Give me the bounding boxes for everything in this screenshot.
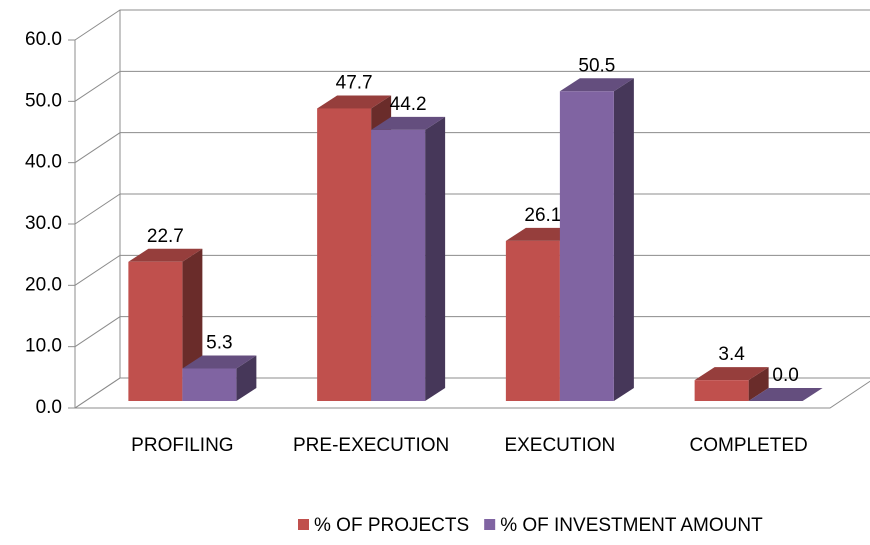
bar-face bbox=[694, 380, 749, 401]
bar bbox=[559, 78, 634, 402]
x-tick-label: PRE-EXECUTION bbox=[293, 435, 449, 456]
data-label: 50.5 bbox=[578, 55, 615, 76]
y-tick-label: 50.0 bbox=[25, 90, 62, 111]
bar bbox=[748, 388, 823, 401]
bar-face bbox=[371, 116, 446, 130]
x-tick-label: PROFILING bbox=[131, 435, 233, 456]
data-label: 44.2 bbox=[390, 94, 427, 115]
data-label: 5.3 bbox=[206, 333, 232, 354]
data-label: 3.4 bbox=[718, 344, 745, 365]
bar bbox=[128, 248, 203, 401]
bar-face bbox=[748, 367, 769, 401]
data-label: 22.7 bbox=[147, 226, 184, 247]
bar-face bbox=[425, 116, 446, 401]
legend-label: % OF INVESTMENT AMOUNT bbox=[500, 515, 763, 536]
bar-face bbox=[748, 388, 823, 401]
x-tick-label: COMPLETED bbox=[690, 435, 808, 456]
grid-line bbox=[74, 9, 870, 41]
y-tick-label: 10.0 bbox=[25, 336, 62, 357]
y-tick-label: 60.0 bbox=[25, 29, 62, 50]
bar bbox=[182, 355, 257, 401]
bar-face bbox=[613, 78, 634, 402]
legend-swatch bbox=[298, 519, 309, 530]
bar-face bbox=[182, 368, 237, 401]
y-tick-label: 30.0 bbox=[25, 213, 62, 234]
y-tick-label: 0.0 bbox=[36, 397, 62, 418]
grid-line bbox=[74, 193, 870, 225]
bar-face bbox=[559, 78, 634, 92]
y-tick-label: 40.0 bbox=[25, 152, 62, 173]
grid-line bbox=[74, 132, 870, 164]
x-tick-label: EXECUTION bbox=[504, 435, 615, 456]
bar-face bbox=[236, 355, 257, 401]
data-label: 26.1 bbox=[524, 205, 561, 226]
bar bbox=[371, 116, 446, 401]
data-label: 47.7 bbox=[336, 72, 373, 93]
data-label: 0.0 bbox=[772, 365, 798, 386]
bar-face bbox=[505, 240, 560, 401]
bar-face bbox=[694, 367, 769, 381]
bar-face bbox=[128, 248, 203, 262]
bar-face bbox=[559, 91, 614, 402]
bar-face bbox=[317, 95, 392, 109]
bar-face bbox=[128, 261, 183, 401]
bar-face bbox=[317, 108, 372, 401]
bar bbox=[694, 367, 769, 401]
legend-swatch bbox=[484, 519, 496, 530]
y-tick-label: 20.0 bbox=[25, 274, 62, 295]
grid-line bbox=[74, 70, 870, 102]
bar-face bbox=[182, 355, 257, 369]
legend-label: % OF PROJECTS bbox=[314, 515, 469, 536]
bar-face bbox=[371, 129, 426, 401]
